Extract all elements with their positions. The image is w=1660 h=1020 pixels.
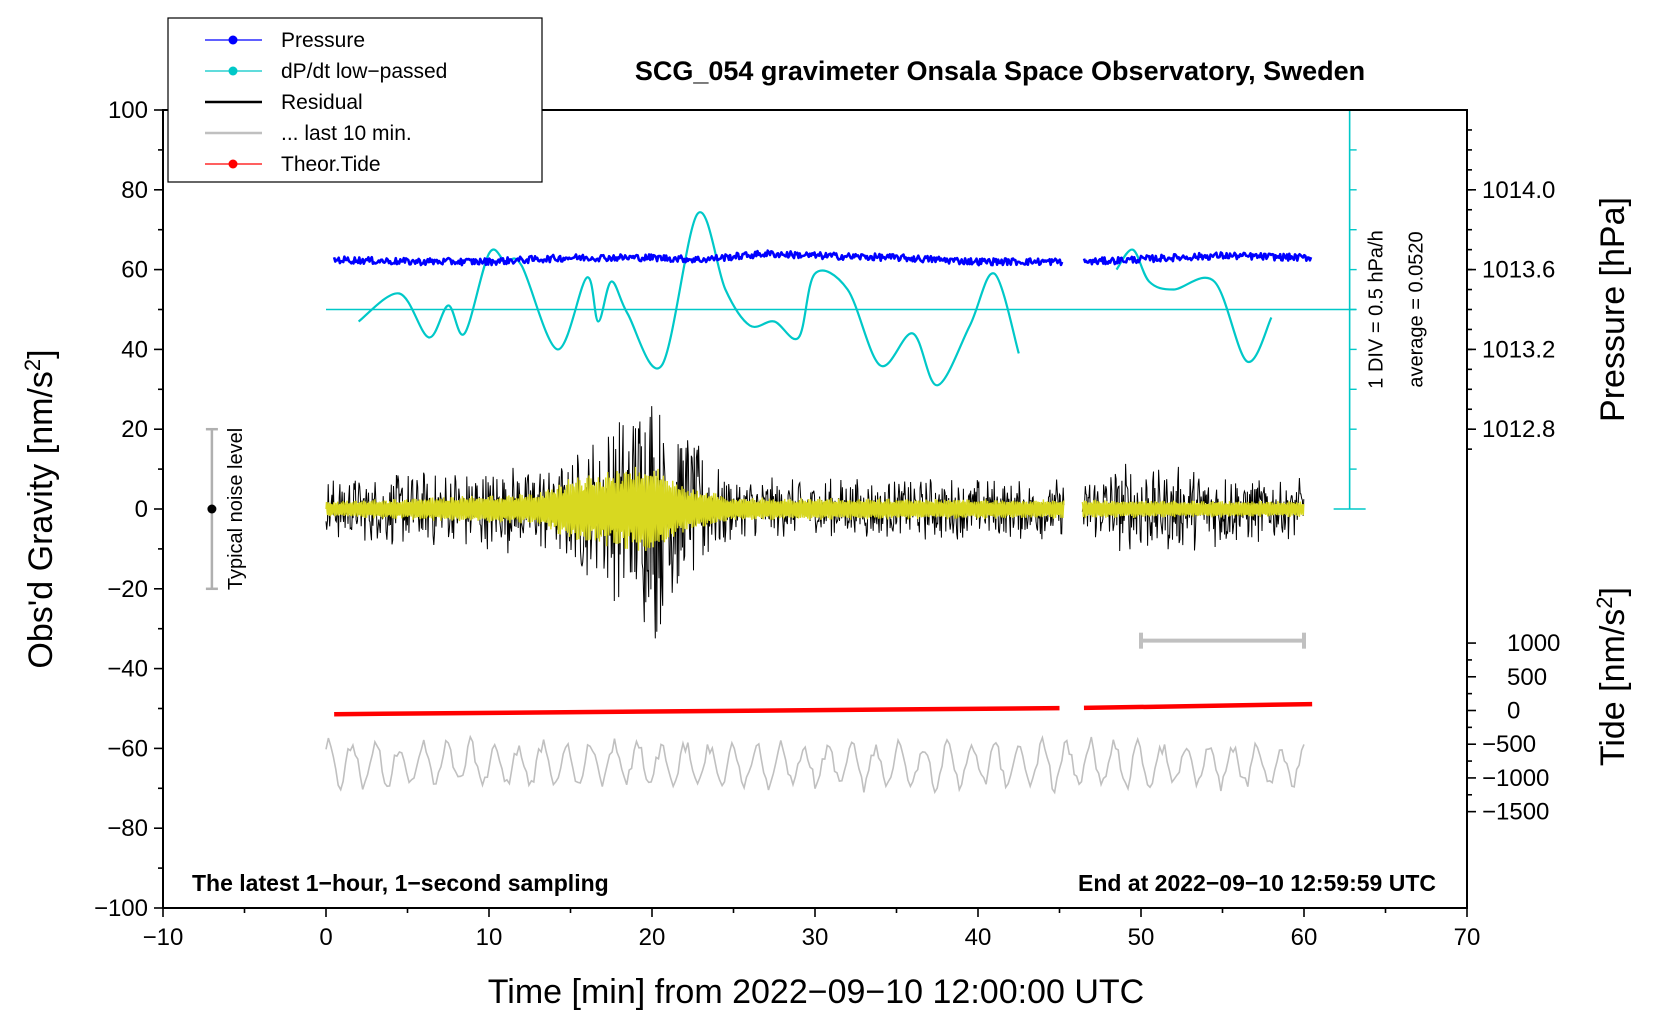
last-10-min-trace	[325, 734, 1305, 795]
tide-tick-label: 0	[1507, 697, 1520, 724]
x-tick-label: 10	[476, 924, 503, 951]
y-tick-label: 100	[108, 97, 148, 124]
x-tick-label: 70	[1454, 924, 1481, 951]
legend: Pressure dP/dt low−passed Residual ... last…	[167, 17, 543, 183]
noise-level-dot	[207, 504, 217, 514]
y-tick-label: −60	[107, 735, 148, 762]
pressure-trace-2	[1082, 251, 1313, 266]
y-tick-label: 0	[135, 496, 148, 523]
y-tick-label: 20	[121, 416, 148, 443]
pressure-trace-1	[332, 249, 1064, 267]
pressure-tick-label: 1013.6	[1482, 257, 1555, 284]
dpdt-curve-2	[1115, 248, 1273, 363]
y-tick-label: 80	[121, 177, 148, 204]
tide-axis-title: Tide [nm/s2]	[1592, 587, 1632, 766]
x-tick-label: 20	[639, 924, 666, 951]
legend-marker	[228, 35, 238, 45]
tide-tick-label: −500	[1482, 731, 1536, 758]
end-time-note: End at 2022−09−10 12:59:59 UTC	[1078, 870, 1436, 896]
y-tick-label: −80	[107, 815, 148, 842]
x-tick-label: −10	[143, 924, 184, 951]
pressure-tick-label: 1013.2	[1482, 336, 1555, 363]
tide-tick-label: −1000	[1482, 765, 1549, 792]
y-axis-title: Obs'd Gravity [nm/s2]	[20, 349, 60, 668]
legend-label: Pressure	[281, 29, 365, 52]
data-layer	[205, 109, 1366, 717]
y-tick-label: −100	[94, 895, 148, 922]
y-tick-label: 60	[121, 257, 148, 284]
x-tick-label: 30	[802, 924, 829, 951]
gravity-traces	[325, 406, 1305, 795]
legend-marker	[228, 159, 238, 169]
legend-label: Theor.Tide	[281, 153, 381, 176]
filtered-trace-1	[325, 466, 1065, 551]
legend-marker	[228, 66, 238, 76]
x-tick-label: 0	[319, 924, 332, 951]
y-tick-label: −40	[107, 656, 148, 683]
tide-tick-label: 500	[1507, 664, 1547, 691]
tide-line-2	[1083, 701, 1313, 711]
tide-line-1	[334, 705, 1060, 717]
tide-tick-label: 1000	[1507, 630, 1560, 657]
x-axis-title: Time [min] from 2022−09−10 12:00:00 UTC	[488, 973, 1144, 1011]
axis-ticks: −10 0 10 20 30 40 50 60 70−100−80−60−40−20020406…	[94, 97, 1560, 951]
dpdt-scale-label: 1 DIV = 0.5 hPa/h	[1366, 230, 1388, 388]
legend-box	[167, 17, 543, 183]
sampling-note: The latest 1−hour, 1−second sampling	[192, 870, 609, 896]
filtered-trace-2	[1081, 499, 1305, 519]
tide-tick-label: −1500	[1482, 799, 1549, 826]
legend-label: Residual	[281, 91, 363, 114]
chart-title: SCG_054 gravimeter Onsala Space Observat…	[635, 56, 1365, 86]
dpdt-average-label: average = 0.0520	[1406, 231, 1428, 387]
x-tick-label: 50	[1128, 924, 1155, 951]
x-tick-label: 40	[965, 924, 992, 951]
y-tick-label: 40	[121, 336, 148, 363]
legend-label: dP/dt low−passed	[281, 60, 447, 83]
noise-level-label: Typical noise level	[225, 428, 247, 590]
legend-label: ... last 10 min.	[281, 122, 412, 145]
pressure-tick-label: 1012.8	[1482, 416, 1555, 443]
x-tick-label: 60	[1291, 924, 1318, 951]
dpdt-curve-1	[357, 211, 1020, 387]
y-tick-label: −20	[107, 576, 148, 603]
pressure-tick-label: 1014.0	[1482, 177, 1555, 204]
pressure-axis-title: Pressure [hPa]	[1594, 197, 1632, 422]
